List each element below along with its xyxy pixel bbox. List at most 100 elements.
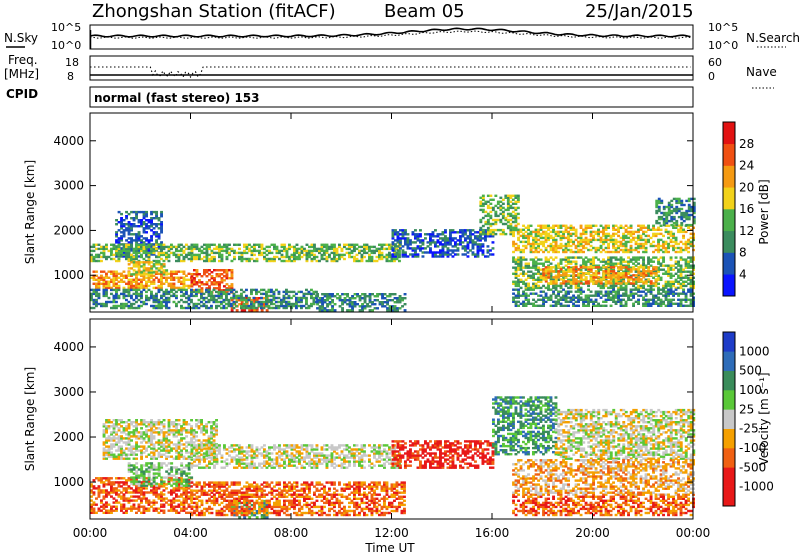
echo-cell — [177, 300, 181, 304]
echo-cell — [584, 294, 588, 297]
echo-cell — [130, 280, 133, 283]
echo-cell — [318, 301, 322, 304]
echo-cell — [150, 431, 153, 434]
echo-cell — [157, 278, 161, 281]
echo-cell — [406, 245, 410, 248]
echo-cell — [97, 294, 101, 298]
echo-cell — [155, 261, 159, 264]
echo-cell — [639, 244, 643, 248]
echo-cell — [512, 298, 515, 301]
echo-cell — [385, 255, 389, 259]
echo-cell — [127, 245, 131, 249]
echo-cell — [250, 257, 254, 261]
echo-cell — [419, 233, 422, 236]
echo-cell — [195, 247, 199, 251]
echo-cell — [429, 251, 432, 254]
echo-cell — [363, 305, 367, 308]
echo-cell — [624, 244, 628, 248]
echo-cell — [107, 276, 111, 279]
echo-cell — [552, 246, 555, 250]
echo-cell — [614, 280, 618, 283]
echo-cell — [421, 255, 425, 258]
echo-cell — [559, 234, 563, 238]
echo-cell — [207, 294, 211, 298]
echo-cell — [300, 249, 304, 253]
echo-cell — [669, 268, 673, 271]
echo-cell — [657, 250, 660, 254]
echo-cell — [190, 245, 194, 249]
echo-cell — [674, 292, 678, 295]
echo-cell — [360, 249, 364, 253]
echo-cell — [569, 232, 573, 236]
echo-cell — [552, 258, 555, 261]
echo-cell — [112, 429, 116, 432]
echo-cell — [287, 304, 291, 308]
echo-cell — [494, 220, 498, 224]
echo-cell — [127, 263, 131, 266]
echo-cell — [200, 245, 204, 249]
echo-cell — [577, 282, 580, 285]
echo-cell — [639, 280, 643, 283]
echo-cell — [323, 251, 326, 255]
echo-cell — [242, 298, 246, 302]
echo-cell — [167, 272, 171, 275]
echo-cell — [182, 270, 186, 273]
echo-cell — [532, 230, 535, 234]
echo-cell — [391, 253, 395, 256]
echo-cell — [567, 256, 570, 259]
echo-cell — [152, 223, 156, 226]
echo-cell — [506, 218, 510, 222]
echo-cell — [100, 278, 103, 281]
echo-cell — [689, 276, 693, 279]
echo-cell — [567, 248, 570, 252]
echo-cell — [647, 304, 650, 307]
echo-cell — [544, 292, 548, 295]
echo-cell — [187, 298, 191, 302]
echo-cell — [512, 266, 515, 269]
echo-cell — [318, 299, 322, 302]
echo-cell — [649, 260, 653, 263]
echo-cell — [461, 247, 465, 250]
echo-cell — [102, 294, 106, 298]
echo-cell — [255, 299, 259, 302]
echo-cell — [572, 268, 576, 271]
echo-cell — [100, 251, 103, 255]
echo-cell — [192, 304, 196, 308]
echo-cell — [358, 309, 362, 312]
echo-cell — [604, 282, 608, 285]
echo-cell — [272, 292, 276, 296]
echo-cell — [157, 288, 161, 292]
echo-cell — [582, 290, 585, 293]
echo-cell — [632, 232, 635, 236]
echo-cell — [105, 427, 108, 430]
echo-cell — [285, 306, 288, 310]
echo-cell — [401, 245, 405, 248]
echo-cell — [564, 300, 568, 303]
echo-cell — [292, 302, 296, 306]
echo-cell — [692, 304, 695, 307]
echo-cell — [499, 228, 503, 232]
echo-cell — [198, 281, 201, 284]
echo-cell — [155, 306, 158, 310]
echo-cell — [190, 285, 194, 288]
echo-cell — [644, 246, 648, 250]
echo-cell — [567, 270, 570, 273]
echo-cell — [449, 233, 452, 236]
echo-cell — [637, 258, 640, 261]
echo-cell — [115, 282, 118, 285]
echo-cell — [617, 278, 621, 281]
echo-cell — [682, 236, 685, 240]
echo-cell — [162, 265, 166, 268]
echo-cell — [260, 253, 264, 257]
echo-cell — [599, 266, 603, 269]
echo-cell — [290, 302, 293, 306]
echo-cell — [132, 223, 136, 226]
echo-cell — [280, 298, 283, 302]
echo-cell — [398, 251, 401, 255]
echo-cell — [150, 223, 153, 226]
echo-cell — [135, 425, 138, 428]
echo-cell — [350, 255, 354, 259]
echo-cell — [150, 247, 153, 251]
echo-cell — [617, 266, 621, 269]
